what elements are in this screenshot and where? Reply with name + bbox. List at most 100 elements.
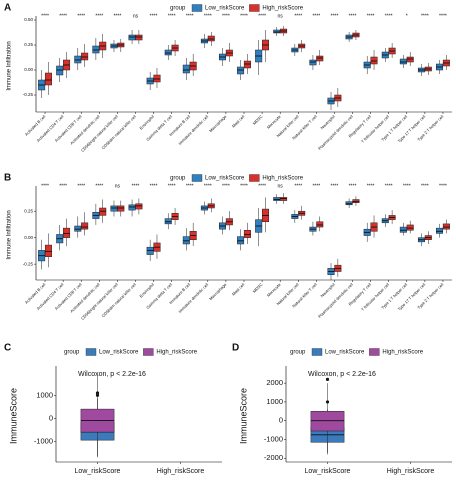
significance-label: **** <box>59 13 67 19</box>
stat-annotation: Wilcoxon, p < 2.2e-16 <box>78 371 146 378</box>
box <box>370 56 378 65</box>
significance-label: ns <box>278 13 284 19</box>
box <box>399 58 407 65</box>
significance-label: **** <box>403 183 411 189</box>
x-tick-label: Macrophage <box>208 281 228 301</box>
box <box>309 59 317 66</box>
significance-label: **** <box>349 183 357 189</box>
significance-label: **** <box>132 183 140 189</box>
y-tick-label: 0.00 <box>24 235 33 240</box>
significance-label: **** <box>95 183 103 189</box>
significance-label: **** <box>349 13 357 19</box>
significance-label: **** <box>77 183 85 189</box>
significance-label: **** <box>421 183 429 189</box>
box <box>128 34 136 41</box>
x-tick-label: Low_riskScore <box>305 468 351 475</box>
legend-label: High_riskScore <box>382 350 423 356</box>
stat-annotation: Wilcoxon, p < 2.2e-16 <box>308 371 376 378</box>
box <box>74 55 82 64</box>
box <box>436 227 444 234</box>
box <box>135 34 143 41</box>
box <box>352 199 360 203</box>
box <box>164 218 172 225</box>
box <box>56 65 64 76</box>
panel-label: A <box>4 3 11 14</box>
x-tick-label: Eosinophil <box>138 114 155 131</box>
legend-swatch <box>249 174 260 182</box>
y-tick-label: 1000 <box>266 397 283 406</box>
box <box>243 229 251 238</box>
legend-label: High_riskScore <box>156 350 197 356</box>
significance-label: **** <box>222 183 230 189</box>
box <box>399 226 407 233</box>
y-tick-label: -0.25 <box>23 92 34 97</box>
x-tick-label: Neutrophil <box>319 282 336 299</box>
x-tick-label: CD56dim natural killer cell <box>101 114 137 150</box>
box <box>110 205 118 212</box>
legend-swatch <box>191 174 203 182</box>
y-tick-label: 0.00 <box>24 67 33 72</box>
legend-swatch <box>249 4 260 12</box>
legend-label: High_riskScore <box>262 176 303 182</box>
x-tick-label: Monocyte <box>266 281 282 297</box>
box <box>182 236 190 245</box>
box <box>442 223 450 230</box>
legend-title: group <box>170 6 186 12</box>
box <box>280 197 288 201</box>
y-tick-label: 2000 <box>266 378 283 387</box>
box <box>164 49 172 56</box>
significance-label: **** <box>258 13 266 19</box>
significance-label: **** <box>421 13 429 19</box>
significance-label: **** <box>59 183 67 189</box>
box <box>406 56 414 63</box>
y-tick-label: -0.25 <box>23 261 34 266</box>
significance-label: **** <box>168 13 176 19</box>
x-tick-label: Low_riskScore <box>75 468 121 475</box>
legend-label: Low_riskScore <box>205 6 245 12</box>
legend-title: group <box>64 350 80 356</box>
significance-label: **** <box>439 183 447 189</box>
significance-label: **** <box>204 13 212 19</box>
box <box>92 45 100 54</box>
box <box>146 246 154 255</box>
significance-label: **** <box>77 13 85 19</box>
x-tick-label: Eosinophil <box>138 282 155 299</box>
box <box>237 236 245 245</box>
significance-label: **** <box>186 13 194 19</box>
x-tick-label: MDSC <box>252 282 264 294</box>
y-tick-label: -1000 <box>34 436 53 445</box>
significance-label: **** <box>294 183 302 189</box>
box <box>63 227 71 238</box>
box <box>128 204 136 211</box>
significance-label: **** <box>312 13 320 19</box>
x-tick-label: MDSC <box>252 114 264 126</box>
y-tick-label: -1000 <box>264 434 283 443</box>
box <box>81 52 89 61</box>
legend-swatch <box>369 348 380 356</box>
significance-label: **** <box>331 13 339 19</box>
x-tick-label: Mast cell <box>231 282 246 297</box>
y-axis-title: ImmuneScore <box>238 388 248 444</box>
legend-title: group <box>170 176 186 182</box>
y-axis-title: Immune Infiltration <box>7 41 13 90</box>
x-tick-label: High_riskScore <box>157 468 205 475</box>
y-tick-label: -2000 <box>264 453 283 462</box>
legend-title: group <box>290 350 306 356</box>
box <box>44 72 52 86</box>
box <box>182 64 190 74</box>
box <box>153 74 161 83</box>
x-tick-label: Plasmacytoid dendritic cell <box>317 114 354 151</box>
significance-label: **** <box>294 13 302 19</box>
y-tick-label: 0.25 <box>24 208 33 213</box>
y-tick-label: 0 <box>49 413 53 422</box>
box <box>345 201 353 206</box>
significance-label: **** <box>186 183 194 189</box>
significance-label: ns <box>115 183 121 189</box>
significance-label: * <box>406 13 408 19</box>
box <box>406 224 414 231</box>
significance-label: **** <box>439 13 447 19</box>
significance-label: **** <box>204 183 212 189</box>
significance-label: **** <box>95 13 103 19</box>
box <box>273 29 281 34</box>
box <box>316 55 324 62</box>
